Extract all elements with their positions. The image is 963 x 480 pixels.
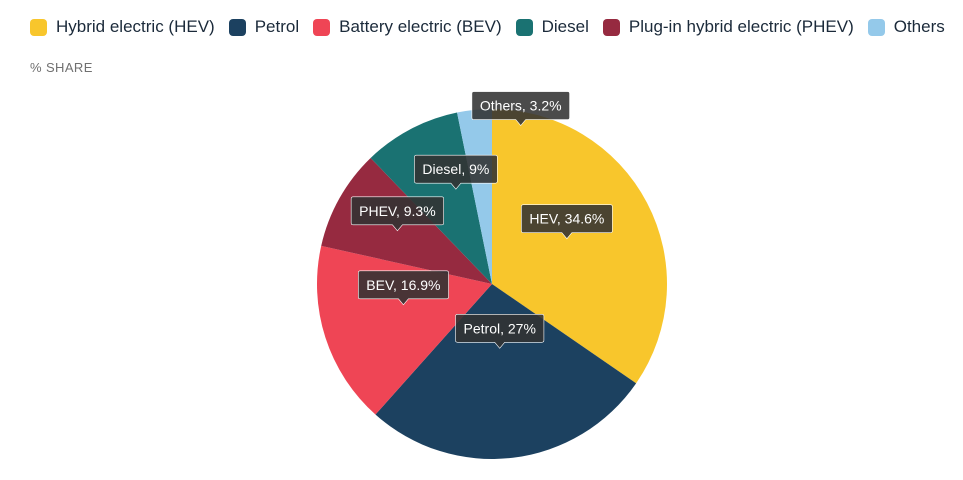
data-label-text-others: Others, 3.2% [480,98,562,114]
legend-item-hev[interactable]: Hybrid electric (HEV) [30,17,215,37]
legend-swatch-others [867,18,885,36]
data-label-others: Others, 3.2% [471,91,570,127]
data-label-text-diesel: Diesel, 9% [422,161,489,177]
legend-label-bev: Battery electric (BEV) [339,17,502,36]
legend-swatch-phev [602,18,620,36]
legend-item-phev[interactable]: Plug-in hybrid electric (PHEV) [602,17,854,37]
data-label-text-petrol: Petrol, 27% [464,320,536,336]
chart-legend: Hybrid electric (HEV) Petrol Battery ele… [30,17,945,37]
data-label-text-hev: HEV, 34.6% [529,211,604,227]
legend-swatch-bev [313,18,331,36]
data-label-diesel: Diesel, 9% [414,154,498,190]
legend-swatch-petrol [228,18,246,36]
chart-subtitle: % SHARE [30,60,93,75]
legend-swatch-hev [30,18,47,36]
pie-slice-hev[interactable] [492,109,667,384]
data-label-phev: PHEV, 9.3% [350,196,444,232]
legend-label-phev: Plug-in hybrid electric (PHEV) [628,17,854,36]
data-label-bev: BEV, 16.9% [358,270,449,306]
data-label-petrol: Petrol, 27% [455,313,545,349]
legend-label-diesel: Diesel [541,17,589,36]
legend-label-hev: Hybrid electric (HEV) [56,17,215,36]
pie-slice-petrol[interactable] [375,284,637,460]
data-label-text-bev: BEV, 16.9% [366,277,440,293]
pie-slice-others[interactable] [457,109,492,284]
legend-item-petrol[interactable]: Petrol [228,17,300,37]
legend-label-petrol: Petrol [254,17,300,36]
legend-swatch-diesel [515,18,533,36]
data-label-text-phev: PHEV, 9.3% [359,203,436,219]
legend-item-diesel[interactable]: Diesel [515,17,589,37]
data-labels: HEV, 34.6% Petrol, 27% BEV, 16.9% PHEV, 9.3… [350,91,613,349]
legend-item-bev[interactable]: Battery electric (BEV) [313,17,502,37]
data-label-hev: HEV, 34.6% [521,204,613,240]
legend-label-others: Others [893,17,945,36]
legend-item-others[interactable]: Others [867,17,945,37]
